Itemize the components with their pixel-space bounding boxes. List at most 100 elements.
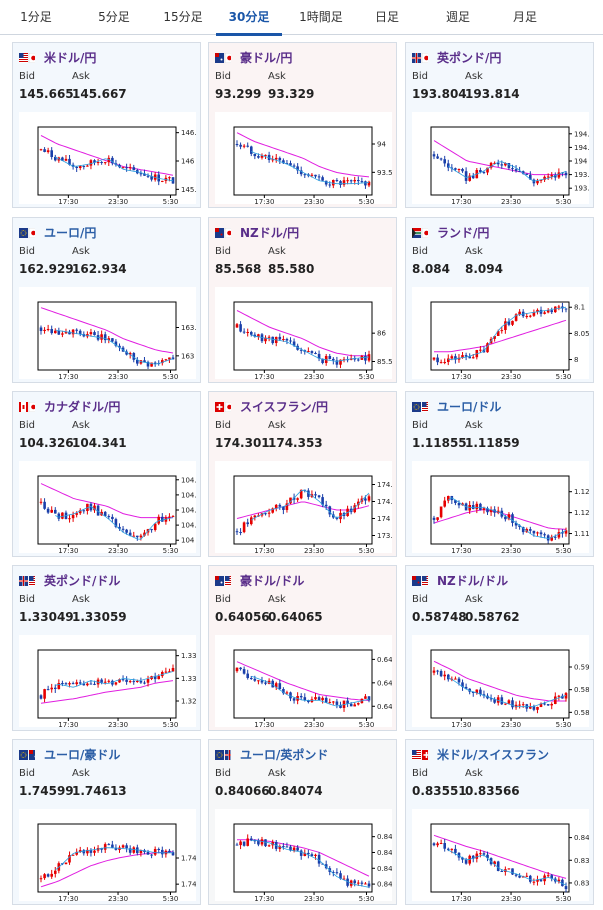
tab-2[interactable]: 15分足 xyxy=(163,10,203,24)
pair-title[interactable]: ユーロ/英ポンド xyxy=(240,748,329,762)
candle-body xyxy=(257,680,260,682)
pair-title[interactable]: ランド/円 xyxy=(437,226,490,240)
pair-title[interactable]: 米ドル/円 xyxy=(44,51,97,65)
currency-panel[interactable]: 米ドル/スイスフラン Bid Ask 0.83551 0.83566 17:30… xyxy=(405,739,594,905)
candle-body xyxy=(168,357,171,360)
candle-body xyxy=(550,704,553,706)
mini-chart[interactable]: 17:30 23:30 5:30 94 93.5 xyxy=(215,112,392,204)
pair-title[interactable]: 豪ドル/円 xyxy=(240,51,293,65)
bid-value: 174.301 xyxy=(215,436,270,450)
pair-title[interactable]: 豪ドル/ドル xyxy=(240,574,305,588)
currency-panel[interactable]: ユーロ/豪ドル Bid Ask 1.74599 1.74613 17:30 23:… xyxy=(12,739,201,905)
currency-panel[interactable]: 米ドル/円 Bid Ask 145.665 145.667 17:30 23:30… xyxy=(12,42,201,208)
candle-body xyxy=(324,864,328,869)
mini-chart[interactable]: 17:30 23:30 5:30 86 85.5 xyxy=(215,287,392,379)
mini-chart[interactable]: 17:30 23:30 5:30 104.8 104.6 104.4 104.2 104 xyxy=(19,461,196,553)
candle-body xyxy=(100,848,103,850)
candle-body xyxy=(253,334,257,337)
tab-0[interactable]: 1分足 xyxy=(20,10,52,24)
candle-body xyxy=(75,682,78,685)
mini-chart[interactable]: 17:30 23:30 5:30 8.1 8.05 8 xyxy=(412,287,589,379)
candle-body xyxy=(250,332,253,335)
pair-title[interactable]: 米ドル/スイスフラン xyxy=(437,748,550,762)
tab-7[interactable]: 月足 xyxy=(512,10,537,24)
bid-label: Bid xyxy=(412,594,428,605)
ask-label: Ask xyxy=(72,246,90,257)
candle-body xyxy=(57,330,61,335)
currency-panel[interactable]: 英ポンド/円 Bid Ask 193.804 193.814 17:30 23:3… xyxy=(405,42,594,208)
chart-frame xyxy=(233,301,373,371)
mini-chart[interactable]: 17:30 23:30 5:30 1.745 1.74 xyxy=(19,809,196,901)
candle-body xyxy=(432,154,436,157)
currency-panel[interactable]: スイスフラン/円 Bid Ask 174.301 174.353 17:30 23… xyxy=(208,391,397,557)
y-tick-label: 1.118 xyxy=(574,530,589,538)
mini-chart[interactable]: 17:30 23:30 5:30 0.844 0.843 0.842 0.841 xyxy=(215,809,392,901)
bid-label: Bid xyxy=(412,71,428,82)
candle-body xyxy=(50,150,53,157)
bid-value: 0.83551 xyxy=(412,784,467,798)
bid-value: 1.11855 xyxy=(412,436,467,450)
currency-panel[interactable]: NZドル/円 Bid Ask 85.568 85.580 17:30 23:30 5… xyxy=(208,217,397,383)
candle-body xyxy=(436,517,439,520)
mini-chart[interactable]: 17:30 23:30 5:30 163.5 163 xyxy=(19,287,196,379)
candle-body xyxy=(271,680,274,688)
candle-body xyxy=(464,355,468,357)
currency-panel[interactable]: カナダドル/円 Bid Ask 104.326 104.341 17:30 23:… xyxy=(12,391,201,557)
candle-body xyxy=(550,310,553,313)
mini-chart[interactable]: 17:30 23:30 5:30 1.332 1.33 1.328 xyxy=(19,635,196,727)
y-tick-label: 0.588 xyxy=(574,686,589,694)
tab-3[interactable]: 30分足 xyxy=(216,0,282,36)
candle-body xyxy=(100,162,103,163)
currency-panel[interactable]: 豪ドル/ドル Bid Ask 0.64056 0.64065 17:30 23:3… xyxy=(208,565,397,731)
mini-chart[interactable]: 17:30 23:30 5:30 0.59 0.588 0.586 xyxy=(412,635,589,727)
ask-value: 0.58762 xyxy=(465,610,520,624)
candle-body xyxy=(239,324,242,332)
candle-body xyxy=(299,489,303,499)
candle-body xyxy=(539,309,543,314)
tab-1[interactable]: 5分足 xyxy=(98,10,130,24)
ask-value: 193.814 xyxy=(465,87,520,101)
y-tick-label: 193.6 xyxy=(574,185,589,193)
pair-title[interactable]: NZドル/ドル xyxy=(437,574,509,588)
chart-frame xyxy=(37,301,177,371)
currency-panel[interactable]: ランド/円 Bid Ask 8.084 8.094 17:30 23:30 5:30… xyxy=(405,217,594,383)
pair-title[interactable]: カナダドル/円 xyxy=(44,400,121,414)
candle-body xyxy=(457,357,461,360)
pair-title[interactable]: 英ポンド/ドル xyxy=(44,574,121,588)
tab-6[interactable]: 週足 xyxy=(445,10,470,24)
mini-chart[interactable]: 17:30 23:30 5:30 194.4 194.2 194 193.8 193.6 xyxy=(412,112,589,204)
currency-flag-icon xyxy=(215,228,231,238)
tab-5[interactable]: 日足 xyxy=(374,10,399,24)
y-tick-label: 146 xyxy=(181,158,195,166)
mini-chart[interactable]: 17:30 23:30 5:30 0.644 0.642 0.64 xyxy=(215,635,392,727)
currency-panel[interactable]: ユーロ/ドル Bid Ask 1.11855 1.11859 17:30 23:3… xyxy=(405,391,594,557)
currency-panel[interactable]: ユーロ/英ポンド Bid Ask 0.84066 0.84074 17:30 23… xyxy=(208,739,397,905)
currency-panel[interactable]: NZドル/ドル Bid Ask 0.58748 0.58762 17:30 23:… xyxy=(405,565,594,731)
moving-average-fast xyxy=(251,489,370,521)
x-tick-label: 17:30 xyxy=(58,198,78,204)
pair-title[interactable]: ユーロ/ドル xyxy=(437,400,502,414)
tab-4[interactable]: 1時間足 xyxy=(299,10,343,24)
candle-body xyxy=(339,873,342,879)
pair-title[interactable]: NZドル/円 xyxy=(240,226,300,240)
currency-panel[interactable]: ユーロ/円 Bid Ask 162.929 162.934 17:30 23:30… xyxy=(12,217,201,383)
candle-body xyxy=(282,160,285,164)
candle-body xyxy=(511,868,514,875)
candle-body xyxy=(43,501,46,509)
pair-title[interactable]: スイスフラン/円 xyxy=(240,400,329,414)
pair-title[interactable]: 英ポンド/円 xyxy=(437,51,502,65)
mini-chart[interactable]: 17:30 23:30 5:30 146.5 146 145.5 xyxy=(19,112,196,204)
candle-body xyxy=(235,144,239,145)
mini-chart[interactable]: 17:30 23:30 5:30 0.84 0.838 0.836 xyxy=(412,809,589,901)
currency-panel[interactable]: 豪ドル/円 Bid Ask 93.299 93.329 17:30 23:30 5:… xyxy=(208,42,397,208)
pair-title[interactable]: ユーロ/円 xyxy=(44,226,97,240)
candle-body xyxy=(332,701,335,703)
pair-title[interactable]: ユーロ/豪ドル xyxy=(44,748,121,762)
currency-panel[interactable]: 英ポンド/ドル Bid Ask 1.33049 1.33059 17:30 23:… xyxy=(12,565,201,731)
candle-body xyxy=(511,168,514,170)
candle-body xyxy=(50,873,53,877)
mini-chart[interactable]: 17:30 23:30 5:30 1.122 1.12 1.118 xyxy=(412,461,589,553)
mini-chart[interactable]: 17:30 23:30 5:30 174.4 174.2 174 173.8 xyxy=(215,461,392,553)
moving-average-slow xyxy=(236,310,369,357)
candle-body xyxy=(364,181,367,186)
